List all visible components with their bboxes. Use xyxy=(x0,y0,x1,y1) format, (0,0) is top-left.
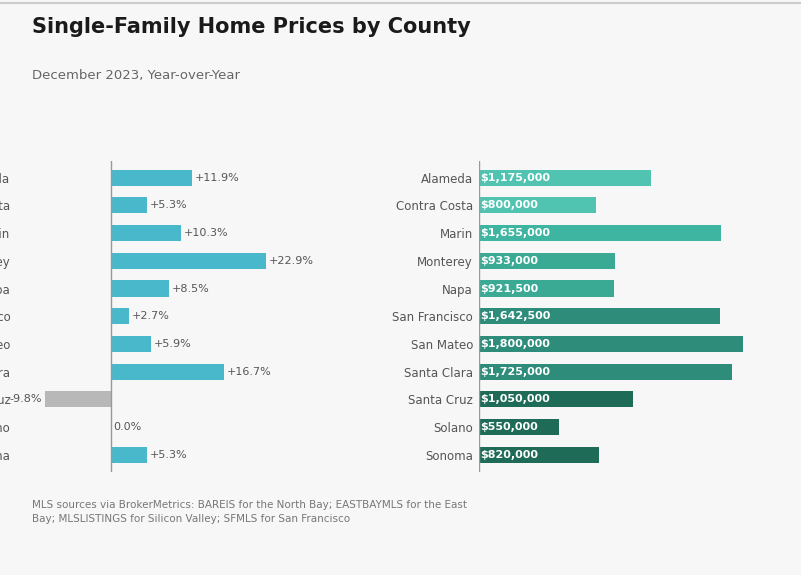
Bar xyxy=(111,447,147,463)
Text: +5.9%: +5.9% xyxy=(154,339,191,349)
Text: +10.3%: +10.3% xyxy=(183,228,228,238)
Text: 0.0%: 0.0% xyxy=(114,422,142,432)
Text: $820,000: $820,000 xyxy=(480,450,537,460)
Text: -9.8%: -9.8% xyxy=(10,394,42,404)
Bar xyxy=(111,281,169,297)
Text: $800,000: $800,000 xyxy=(480,200,537,210)
Text: $1,050,000: $1,050,000 xyxy=(480,394,549,404)
Bar xyxy=(478,197,596,213)
Text: $921,500: $921,500 xyxy=(480,283,538,293)
Text: MLS sources via BrokerMetrics: BAREIS for the North Bay; EASTBAYMLS for the East: MLS sources via BrokerMetrics: BAREIS fo… xyxy=(32,500,467,524)
Bar xyxy=(478,336,743,352)
Text: December 2023, Year-over-Year: December 2023, Year-over-Year xyxy=(32,69,240,82)
Text: +5.3%: +5.3% xyxy=(150,450,187,460)
Text: +22.9%: +22.9% xyxy=(269,256,314,266)
Bar xyxy=(478,363,731,380)
Bar xyxy=(111,308,129,324)
Bar xyxy=(478,170,651,186)
Text: +11.9%: +11.9% xyxy=(195,172,239,183)
Bar xyxy=(111,197,147,213)
Bar xyxy=(478,447,599,463)
Bar xyxy=(478,392,633,408)
Text: $1,800,000: $1,800,000 xyxy=(480,339,549,349)
Text: $550,000: $550,000 xyxy=(480,422,537,432)
Text: +8.5%: +8.5% xyxy=(171,283,209,293)
Text: +2.7%: +2.7% xyxy=(132,311,170,321)
Text: $1,175,000: $1,175,000 xyxy=(480,172,549,183)
Bar xyxy=(45,392,111,408)
Text: +5.3%: +5.3% xyxy=(150,200,187,210)
Bar xyxy=(478,225,722,241)
Bar xyxy=(111,225,181,241)
Bar xyxy=(478,253,615,269)
Bar xyxy=(111,363,224,380)
Bar xyxy=(478,419,559,435)
Text: +16.7%: +16.7% xyxy=(227,367,272,377)
Bar xyxy=(111,336,151,352)
Bar xyxy=(478,308,719,324)
Bar xyxy=(478,281,614,297)
Text: $1,725,000: $1,725,000 xyxy=(480,367,549,377)
Text: Single-Family Home Prices by County: Single-Family Home Prices by County xyxy=(32,17,471,37)
Text: $1,642,500: $1,642,500 xyxy=(480,311,550,321)
Bar xyxy=(111,253,266,269)
Text: $933,000: $933,000 xyxy=(480,256,537,266)
Text: $1,655,000: $1,655,000 xyxy=(480,228,549,238)
Bar xyxy=(111,170,191,186)
